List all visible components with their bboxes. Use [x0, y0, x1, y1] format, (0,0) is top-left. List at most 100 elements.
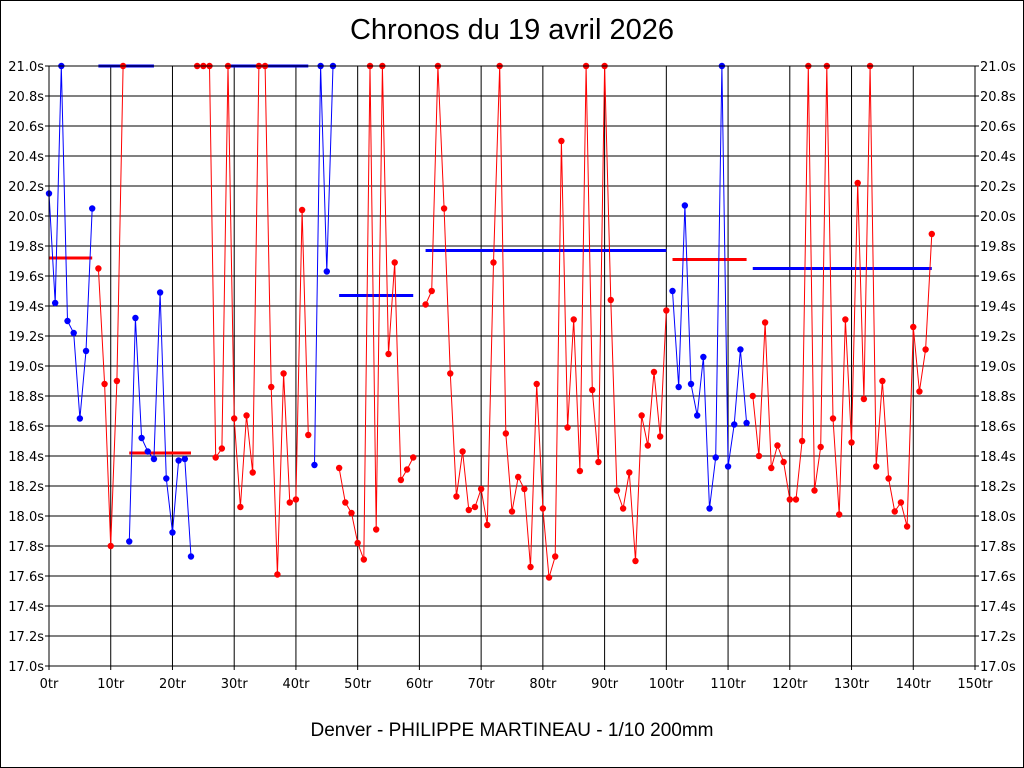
data-point: [385, 350, 392, 358]
x-tick-label: 110tr: [710, 677, 746, 692]
data-point: [817, 443, 824, 451]
data-point: [410, 454, 417, 461]
series-line-stint-7: [425, 65, 667, 578]
data-point: [879, 377, 886, 385]
data-point: [391, 259, 398, 266]
data-point: [249, 469, 256, 476]
y-tick-label-right: 17.0s: [980, 660, 1016, 675]
data-point: [169, 529, 176, 536]
data-point: [786, 496, 793, 503]
data-point: [731, 421, 738, 428]
data-point: [465, 506, 472, 514]
data-point: [82, 347, 90, 355]
data-point: [144, 448, 151, 455]
y-tick-label-right: 21.0s: [980, 60, 1016, 75]
x-tick-label: 90tr: [591, 677, 619, 692]
data-point: [712, 454, 719, 461]
data-point: [323, 268, 330, 275]
data-point: [916, 388, 923, 395]
data-point: [89, 205, 96, 212]
data-point: [514, 473, 522, 481]
data-point: [76, 415, 84, 422]
y-tick-label-right: 17.8s: [980, 540, 1016, 555]
y-tick-label-left: 20.0s: [8, 210, 44, 225]
x-tick-label: 120tr: [772, 677, 808, 692]
data-point: [484, 521, 491, 529]
y-tick-label-right: 18.4s: [980, 450, 1016, 465]
x-tick-label: 30tr: [221, 677, 249, 692]
y-tick-label-right: 19.4s: [980, 300, 1016, 315]
data-point: [218, 445, 226, 452]
y-tick-label-right: 17.6s: [980, 570, 1016, 585]
y-tick-label-left: 17.2s: [8, 630, 44, 645]
data-point: [891, 508, 898, 515]
data-point: [595, 458, 602, 466]
y-tick-label-left: 20.2s: [8, 180, 44, 195]
data-point: [51, 299, 59, 307]
data-point: [348, 509, 355, 517]
data-point: [928, 230, 935, 238]
data-point: [737, 346, 744, 353]
y-tick-label-right: 20.2s: [980, 180, 1016, 195]
data-point: [798, 437, 806, 445]
data-point: [175, 457, 182, 464]
chart-title: Chronos du 19 avril 2026: [349, 14, 675, 46]
y-tick-label-right: 17.2s: [980, 630, 1016, 645]
data-point: [564, 424, 571, 431]
data-point: [724, 463, 732, 470]
x-tick-label: 80tr: [529, 677, 557, 692]
y-tick-label-right: 20.4s: [980, 150, 1016, 165]
data-point: [768, 464, 775, 472]
data-point: [243, 412, 250, 419]
data-point: [95, 265, 102, 272]
data-point: [286, 499, 293, 506]
data-point: [854, 179, 861, 187]
data-point: [163, 475, 170, 482]
data-point: [70, 329, 77, 337]
y-tick-label-right: 18.0s: [980, 510, 1016, 525]
x-tick-label: 20tr: [159, 677, 187, 692]
data-point: [656, 433, 664, 440]
y-tick-label-left: 17.4s: [8, 600, 44, 615]
data-point: [459, 448, 466, 455]
y-tick-label-right: 18.6s: [980, 420, 1016, 435]
y-tick-label-left: 18.6s: [8, 420, 44, 435]
y-tick-label-left: 18.8s: [8, 390, 44, 405]
data-point: [354, 539, 361, 547]
data-point: [774, 442, 781, 449]
data-point: [305, 431, 312, 439]
data-point: [422, 301, 429, 308]
data-point: [181, 455, 189, 463]
data-point: [298, 206, 306, 214]
data-point: [428, 287, 435, 295]
data-point: [471, 503, 479, 511]
x-tick-label: 130tr: [834, 677, 870, 692]
series-line-stint-1: [48, 65, 93, 419]
data-point: [268, 383, 275, 391]
data-point: [897, 499, 905, 506]
series-lines: [48, 65, 933, 578]
data-point: [101, 380, 108, 388]
data-point: [453, 493, 460, 500]
x-tick-label: 40tr: [282, 677, 310, 692]
data-point: [237, 503, 244, 511]
data-point: [860, 395, 868, 403]
y-tick-label-left: 19.2s: [8, 330, 44, 345]
data-point: [749, 392, 756, 400]
data-point: [187, 553, 195, 560]
data-point: [342, 499, 349, 506]
data-point: [502, 430, 510, 437]
data-point: [292, 496, 300, 503]
data-point: [126, 538, 133, 545]
data-point: [755, 452, 763, 460]
data-point: [372, 526, 380, 533]
y-tick-label-right: 20.8s: [980, 90, 1016, 105]
x-tick-label: 60tr: [406, 677, 434, 692]
data-point: [885, 475, 892, 482]
data-point: [403, 466, 411, 473]
y-tick-label-right: 18.8s: [980, 390, 1016, 405]
data-point: [570, 316, 577, 323]
data-point: [360, 556, 368, 563]
y-tick-label-left: 18.0s: [8, 510, 44, 525]
